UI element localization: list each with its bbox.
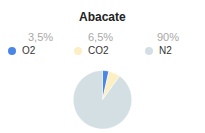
svg-text:6,5%: 6,5%: [88, 31, 113, 43]
svg-text:Abacate: Abacate: [79, 10, 126, 24]
svg-text:O2: O2: [22, 45, 36, 56]
svg-text:90%: 90%: [157, 31, 179, 43]
svg-text:N2: N2: [159, 45, 172, 56]
svg-text:CO2: CO2: [88, 45, 109, 56]
svg-text:3,5%: 3,5%: [28, 31, 53, 43]
